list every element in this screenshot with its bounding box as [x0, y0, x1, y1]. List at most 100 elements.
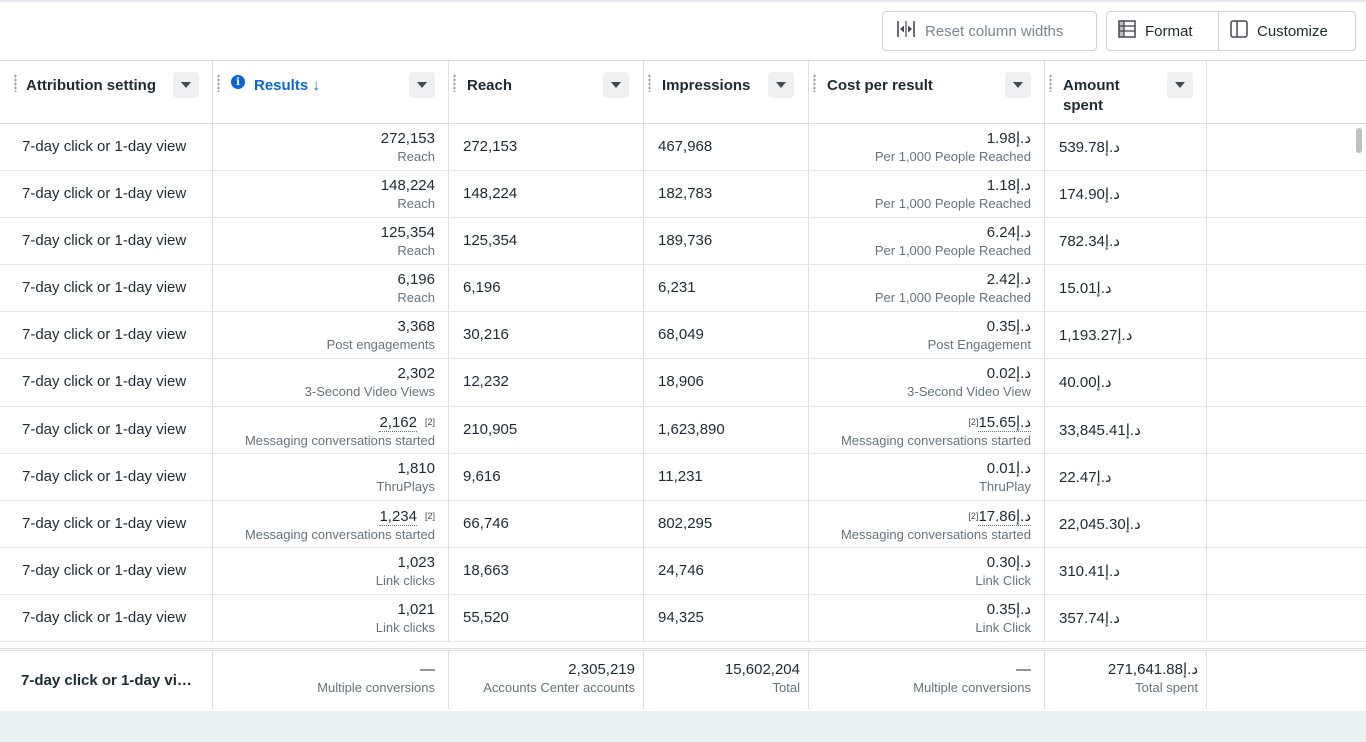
reset-column-widths-label: Reset column widths [925, 22, 1064, 40]
amount-spent-value: د.إ40.00 [1059, 374, 1112, 392]
table-row[interactable]: 7-day click or 1-day view 148,224 Reach 148… [0, 171, 1366, 219]
footnote-marker[interactable]: [2] [424, 416, 435, 427]
results-cell: 125,354 Reach [213, 218, 449, 265]
footnote-marker[interactable]: [2] [968, 416, 979, 427]
column-menu-button[interactable] [173, 72, 199, 98]
impressions-cell: 467,968 [644, 124, 809, 171]
drag-handle-icon[interactable] [14, 74, 17, 92]
cost-per-result-cell: د.إ0.35 Post Engagement [809, 312, 1045, 359]
attribution-cell: 7-day click or 1-day view [0, 359, 213, 406]
results-value: 125,354 [380, 224, 435, 242]
table-row[interactable]: 7-day click or 1-day view 1,810 ThruPlays 9… [0, 453, 1366, 501]
chevron-down-icon [181, 82, 191, 88]
drag-handle-icon[interactable] [648, 74, 651, 92]
table-row[interactable]: 7-day click or 1-day view 3,368 Post engag… [0, 312, 1366, 360]
impressions-value: 24,746 [658, 561, 704, 579]
impressions-value: 1,623,890 [658, 420, 725, 438]
reset-column-widths-button[interactable]: Reset column widths [882, 11, 1097, 51]
info-icon[interactable]: i [231, 75, 245, 89]
results-cell: 2,162 [2] Messaging conversations started [213, 406, 449, 453]
impressions-value: 802,295 [658, 514, 713, 532]
amount-spent-cell: د.إ310.41 [1045, 547, 1207, 594]
drag-handle-icon[interactable] [217, 74, 220, 92]
table-header: Attribution setting i Results ↓ Reach Im… [0, 60, 1366, 124]
totals-attribution-cell: 7-day click or 1-day vi… [0, 651, 213, 709]
table-row[interactable]: 7-day click or 1-day view 1,023 Link click… [0, 547, 1366, 595]
reach-cell: 272,153 [449, 124, 644, 171]
table-row[interactable]: 7-day click or 1-day view 272,153 Reach 272… [0, 124, 1366, 172]
reach-cell: 30,216 [449, 312, 644, 359]
customize-button[interactable]: Customize [1219, 12, 1355, 50]
footnote-marker[interactable]: [2] [968, 510, 979, 521]
totals-amount-spent-cell: د.إ271,641.88 Total spent [1045, 651, 1207, 709]
footnote-marker[interactable]: [2] [424, 510, 435, 521]
totals-amount-spent-sub: Total spent [1135, 680, 1198, 695]
results-cell: 1,023 Link clicks [213, 547, 449, 594]
table-row[interactable]: 7-day click or 1-day view 1,021 Link click… [0, 594, 1366, 643]
results-cell: 1,021 Link clicks [213, 594, 449, 642]
amount-spent-value: د.إ22,045.30 [1059, 515, 1141, 533]
results-value: 1,023 [397, 553, 435, 571]
drag-handle-icon[interactable] [813, 74, 816, 92]
results-value: 1,810 [397, 459, 435, 477]
totals-reach: 2,305,219 [568, 661, 635, 678]
vertical-scrollbar[interactable] [1356, 128, 1362, 153]
impressions-cell: 11,231 [644, 453, 809, 500]
reach-value: 55,520 [463, 608, 509, 626]
column-header-cost-per-result[interactable]: Cost per result [809, 61, 1045, 124]
totals-impressions: 15,602,204 [724, 661, 800, 678]
table-toolbar: Reset column widths Format [0, 2, 1366, 60]
column-header-reach[interactable]: Reach [449, 61, 644, 124]
reach-cell: 125,354 [449, 218, 644, 265]
reach-value: 148,224 [463, 185, 518, 203]
results-type: Link clicks [375, 619, 435, 635]
column-header-results[interactable]: i Results ↓ [213, 61, 449, 124]
attribution-cell: 7-day click or 1-day view [0, 453, 213, 500]
column-menu-button[interactable] [409, 72, 435, 98]
cost-per-result-type: Per 1,000 People Reached [874, 149, 1031, 164]
impressions-value: 189,736 [658, 232, 713, 250]
attribution-cell: 7-day click or 1-day view [0, 406, 213, 453]
attribution-value: 7-day click or 1-day view [22, 561, 187, 579]
top-edge-line [0, 0, 1366, 2]
cost-per-result-type: Link Click [975, 572, 1031, 588]
results-value: 2,302 [397, 365, 435, 383]
drag-handle-icon[interactable] [1049, 74, 1052, 92]
cost-per-result-type: ThruPlay [978, 478, 1031, 494]
results-cell: 148,224 Reach [213, 171, 449, 218]
attribution-cell: 7-day click or 1-day view [0, 547, 213, 594]
column-header-amount-spent[interactable]: Amount spent [1045, 61, 1207, 124]
results-value: 6,196 [397, 271, 435, 289]
table-row[interactable]: 7-day click or 1-day view 6,196 Reach 6,196… [0, 265, 1366, 313]
attribution-cell: 7-day click or 1-day view [0, 312, 213, 359]
cost-per-result-type: Link Click [975, 619, 1031, 635]
cost-per-result-type: Messaging conversations started [840, 526, 1031, 542]
cost-per-result-value: د.إ0.35 [986, 318, 1031, 336]
impressions-value: 6,231 [658, 279, 696, 297]
reach-value: 66,746 [463, 514, 509, 532]
cost-per-result-cell: د.إ0.30 Link Click [809, 547, 1045, 594]
column-header-attribution[interactable]: Attribution setting [0, 61, 213, 124]
results-cell: 6,196 Reach [213, 265, 449, 312]
cost-per-result-value: د.إ2.42 [986, 271, 1031, 289]
table-row[interactable]: 7-day click or 1-day view 2,162 [2] Messagi… [0, 406, 1366, 454]
format-button[interactable]: Format [1107, 12, 1219, 50]
attribution-value: 7-day click or 1-day view [22, 185, 187, 203]
drag-handle-icon[interactable] [453, 74, 456, 92]
column-header-impressions[interactable]: Impressions [644, 61, 809, 124]
column-menu-button[interactable] [603, 72, 629, 98]
table-row[interactable]: 7-day click or 1-day view 2,302 3-Second V… [0, 359, 1366, 407]
cost-per-result-value: د.إ0.30 [986, 553, 1031, 571]
totals-results: — [420, 661, 435, 678]
attribution-value: 7-day click or 1-day view [22, 373, 187, 391]
table-row[interactable]: 7-day click or 1-day view 1,234 [2] Messagi… [0, 500, 1366, 548]
table-row[interactable]: 7-day click or 1-day view 125,354 Reach 125… [0, 218, 1366, 266]
column-title: Attribution setting [26, 77, 156, 94]
column-menu-button[interactable] [1005, 72, 1031, 98]
reach-cell: 12,232 [449, 359, 644, 406]
amount-spent-cell: د.إ782.34 [1045, 218, 1207, 265]
amount-spent-cell: د.إ22,045.30 [1045, 500, 1207, 547]
column-menu-button[interactable] [1167, 72, 1193, 98]
column-menu-button[interactable] [768, 72, 794, 98]
customize-label: Customize [1257, 22, 1328, 40]
